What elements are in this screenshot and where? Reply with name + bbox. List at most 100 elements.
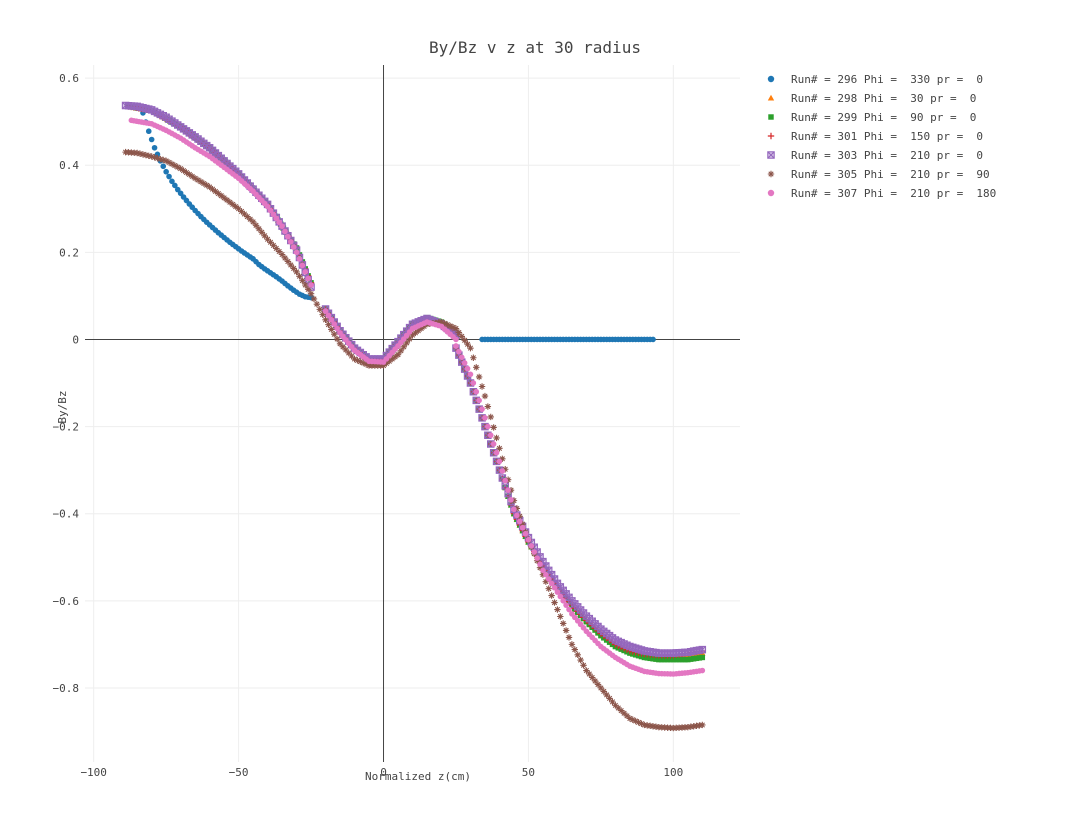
data-point: [160, 156, 167, 164]
legend-item[interactable]: Run# = 307 Phi = 210 pr = 180: [767, 187, 997, 200]
data-point: [626, 715, 634, 722]
data-point: [650, 656, 656, 662]
data-point: [699, 667, 706, 674]
data-point: [493, 434, 500, 442]
data-point: [464, 365, 471, 372]
data-point: [606, 695, 613, 702]
data-point: [449, 324, 457, 331]
data-point: [591, 677, 599, 685]
data-point: [238, 208, 245, 215]
data-point: [580, 662, 587, 669]
data-point: [470, 380, 477, 386]
data-point: [322, 308, 329, 314]
data-point: [537, 561, 543, 568]
legend-item[interactable]: Run# = 305 Phi = 210 pr = 90: [767, 168, 990, 181]
data-point: [623, 712, 631, 720]
data-point: [514, 512, 520, 519]
data-point: [180, 167, 187, 174]
data-point: [313, 300, 321, 308]
data-point: [345, 349, 352, 357]
data-point: [252, 222, 260, 229]
data-point: [293, 249, 300, 256]
data-point: [597, 684, 605, 692]
legend-item[interactable]: Run# = 303 Phi = 210 pr = 0: [767, 149, 983, 162]
data-point: [168, 160, 176, 168]
data-point: [325, 321, 332, 328]
data-point: [255, 225, 263, 232]
data-point: [496, 445, 503, 452]
data-point: [519, 524, 526, 531]
data-point: [261, 232, 268, 239]
data-point: [511, 506, 517, 513]
data-point: [258, 229, 265, 236]
data-point: [664, 656, 671, 663]
data-point: [473, 364, 480, 371]
data-point: [194, 176, 202, 184]
data-point: [226, 199, 234, 206]
data-point: [522, 530, 529, 537]
data-point: [334, 325, 340, 332]
data-point: [287, 261, 294, 269]
data-points: [121, 101, 707, 732]
data-point: [629, 716, 636, 723]
data-point: [446, 322, 454, 330]
data-point: [560, 598, 567, 604]
x-tick-label: −100: [80, 766, 107, 779]
legend-item[interactable]: Run# = 298 Phi = 30 pr = 0: [767, 92, 977, 105]
data-point: [386, 358, 393, 365]
data-point: [293, 268, 300, 276]
data-point: [632, 717, 639, 725]
data-point: [209, 185, 216, 193]
series-6: [128, 117, 706, 677]
data-point: [357, 358, 364, 365]
data-point: [513, 505, 521, 512]
legend-marker: [767, 75, 775, 83]
data-point: [476, 397, 482, 404]
data-point: [499, 468, 506, 474]
legend-item[interactable]: Run# = 296 Phi = 330 pr = 0: [767, 73, 983, 86]
data-point: [296, 256, 303, 262]
data-point: [482, 415, 488, 421]
data-point: [638, 653, 645, 660]
data-point: [273, 245, 280, 252]
data-point: [566, 606, 572, 613]
data-point: [475, 373, 483, 381]
data-point: [484, 403, 492, 410]
x-tick-label: 50: [522, 766, 535, 779]
data-point: [133, 149, 141, 157]
data-point: [191, 175, 199, 182]
data-point: [452, 325, 460, 332]
data-point: [458, 333, 465, 340]
data-point: [246, 216, 254, 223]
data-point: [507, 486, 515, 494]
legend-item[interactable]: Run# = 301 Phi = 150 pr = 0: [767, 130, 983, 143]
legend-marker: [767, 151, 775, 159]
data-point: [586, 670, 593, 678]
data-point: [249, 218, 257, 226]
data-point: [456, 348, 462, 355]
data-point: [574, 651, 581, 659]
data-point: [169, 178, 175, 185]
data-point: [400, 343, 408, 351]
legend: Run# = 296 Phi = 330 pr = 0 Run# = 298 Ph…: [767, 73, 997, 200]
data-point: [540, 567, 546, 574]
data-point: [307, 290, 315, 297]
data-point: [244, 213, 251, 220]
data-point: [417, 325, 425, 332]
data-point: [394, 351, 402, 358]
data-point: [264, 236, 271, 243]
data-point: [565, 634, 573, 641]
data-point: [328, 317, 335, 323]
data-point: [362, 361, 370, 368]
legend-item[interactable]: Run# = 299 Phi = 90 pr = 0: [768, 111, 976, 124]
legend-label: Run# = 301 Phi = 150 pr = 0: [791, 130, 983, 143]
data-point: [397, 347, 405, 354]
data-point: [276, 219, 282, 226]
data-point: [162, 157, 170, 165]
y-tick-label: −0.4: [53, 508, 80, 521]
legend-label: Run# = 307 Phi = 210 pr = 180: [791, 187, 996, 200]
data-point: [693, 655, 700, 662]
data-point: [461, 360, 468, 366]
data-point: [278, 251, 286, 258]
data-point: [615, 704, 622, 712]
